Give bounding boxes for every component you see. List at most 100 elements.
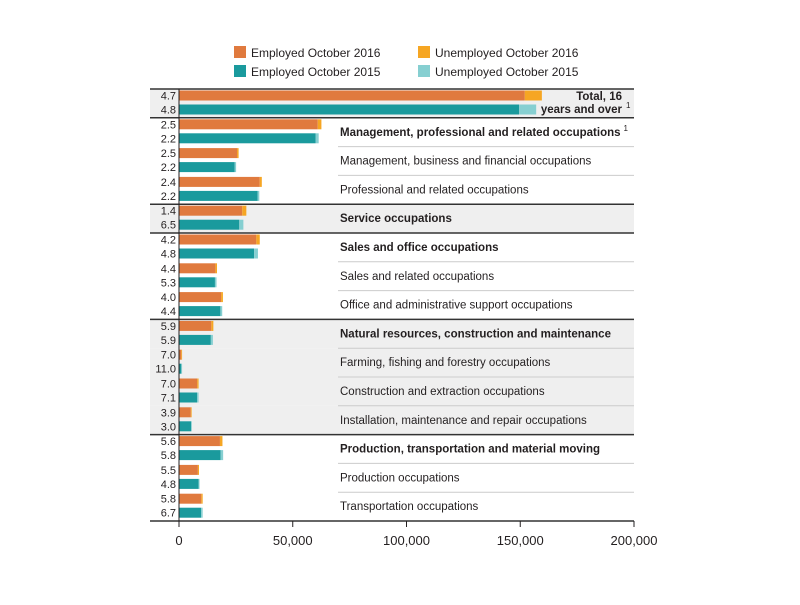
row-band xyxy=(150,319,634,349)
x-tick-label: 100,000 xyxy=(383,533,430,548)
row-band xyxy=(150,348,634,377)
rate-label-2016: 4.2 xyxy=(161,235,176,247)
rate-label-2015: 4.4 xyxy=(161,306,176,318)
bar-unemployed-2015 xyxy=(214,277,217,288)
bar-employed-2015 xyxy=(179,363,182,374)
bar-employed-2016 xyxy=(179,436,220,447)
rate-label-2016: 3.9 xyxy=(161,407,176,419)
bar-employed-2016 xyxy=(179,407,191,418)
row-band xyxy=(150,377,634,406)
rate-label-2015: 5.9 xyxy=(161,335,176,347)
bar-employed-2015 xyxy=(179,162,235,173)
legend-label-employed-2015: Employed October 2015 xyxy=(251,65,381,79)
bar-employed-2016 xyxy=(179,349,182,360)
bar-employed-2016 xyxy=(179,119,318,130)
rate-label-2015: 5.8 xyxy=(161,450,176,462)
rate-label-2015: 11.0 xyxy=(155,364,176,376)
legend-swatch-unemployed-2015 xyxy=(418,65,430,77)
legend-swatch-unemployed-2016 xyxy=(418,46,430,58)
legend-swatch-employed-2016 xyxy=(234,46,246,58)
bar-employed-2015 xyxy=(179,334,211,345)
rate-label-2015: 2.2 xyxy=(161,191,176,203)
footnote-marker: 1 xyxy=(624,124,629,133)
category-label: Management, professional and related occ… xyxy=(340,127,621,139)
category-label: Sales and related occupations xyxy=(340,271,494,283)
rate-label-2016: 1.4 xyxy=(161,206,176,218)
bar-unemployed-2016 xyxy=(201,493,203,504)
rate-label-2016: 7.0 xyxy=(161,379,176,391)
bar-unemployed-2015 xyxy=(315,133,319,144)
bar-unemployed-2015 xyxy=(254,248,258,259)
bar-employed-2015 xyxy=(179,277,215,288)
bar-unemployed-2015 xyxy=(239,219,244,230)
rate-label-2016: 7.0 xyxy=(161,350,176,362)
rate-label-2016: 4.4 xyxy=(161,263,176,275)
bar-unemployed-2016 xyxy=(259,176,262,187)
rate-label-2015: 7.1 xyxy=(161,393,176,405)
category-label: Management, business and financial occup… xyxy=(340,156,591,168)
bar-employed-2015 xyxy=(179,306,221,317)
bar-unemployed-2016 xyxy=(317,119,322,130)
category-label: Installation, maintenance and repair occ… xyxy=(340,415,587,427)
bar-unemployed-2015 xyxy=(210,334,213,345)
bar-employed-2016 xyxy=(179,493,202,504)
bar-employed-2015 xyxy=(179,392,198,403)
x-tick-label: 150,000 xyxy=(497,533,544,548)
bar-employed-2016 xyxy=(179,464,198,475)
bar-employed-2015 xyxy=(179,104,520,115)
bar-unemployed-2015 xyxy=(181,363,183,374)
bar-employed-2016 xyxy=(179,90,525,101)
category-label: Professional and related occupations xyxy=(340,184,529,196)
category-label-line: Total, 16 xyxy=(576,91,622,103)
legend-label-unemployed-2015: Unemployed October 2015 xyxy=(435,65,579,79)
category-label: Construction and extraction occupations xyxy=(340,386,545,398)
rate-label-2016: 2.4 xyxy=(161,177,176,189)
bar-unemployed-2016 xyxy=(524,90,542,101)
bar-employed-2016 xyxy=(179,378,198,389)
bar-unemployed-2016 xyxy=(197,378,199,389)
bar-unemployed-2016 xyxy=(190,407,192,418)
category-label: Production occupations xyxy=(340,472,460,484)
rate-label-2016: 4.7 xyxy=(161,91,176,103)
bar-unemployed-2016 xyxy=(221,292,223,303)
bar-unemployed-2015 xyxy=(220,306,223,317)
bar-unemployed-2015 xyxy=(220,450,224,461)
legend-label-unemployed-2016: Unemployed October 2016 xyxy=(435,46,579,60)
x-tick-label: 50,000 xyxy=(273,533,313,548)
category-label: Production, transportation and material … xyxy=(340,444,600,456)
bar-unemployed-2015 xyxy=(201,507,203,518)
bar-employed-2015 xyxy=(179,478,199,489)
category-label: Sales and office occupations xyxy=(340,242,498,254)
bar-employed-2015 xyxy=(179,450,221,461)
rate-label-2015: 2.2 xyxy=(161,162,176,174)
rate-label-2015: 4.8 xyxy=(161,249,176,261)
rate-label-2015: 4.8 xyxy=(161,479,176,491)
x-tick-label: 0 xyxy=(175,533,182,548)
bar-employed-2016 xyxy=(179,320,212,331)
bar-employed-2015 xyxy=(179,248,255,259)
bar-employed-2015 xyxy=(179,421,192,432)
bar-employed-2016 xyxy=(179,176,260,187)
bar-unemployed-2016 xyxy=(181,349,183,360)
bar-employed-2016 xyxy=(179,292,222,303)
bar-employed-2016 xyxy=(179,263,216,274)
category-label: Service occupations xyxy=(340,213,452,225)
footnote-marker: 1 xyxy=(626,101,631,110)
category-label: Natural resources, construction and main… xyxy=(340,328,611,340)
bar-employed-2015 xyxy=(179,219,240,230)
bar-unemployed-2015 xyxy=(234,162,237,173)
category-label-line: years and over xyxy=(541,104,623,116)
rate-label-2016: 5.6 xyxy=(161,436,176,448)
category-label: Farming, fishing and forestry occupation… xyxy=(340,357,551,369)
row-band xyxy=(150,405,634,435)
category-label: Office and administrative support occupa… xyxy=(340,300,573,312)
bar-unemployed-2016 xyxy=(211,320,214,331)
bar-employed-2015 xyxy=(179,190,258,201)
bar-unemployed-2015 xyxy=(198,478,200,489)
rate-label-2015: 6.7 xyxy=(161,508,176,520)
bar-unemployed-2016 xyxy=(242,205,247,216)
bar-unemployed-2015 xyxy=(519,104,537,115)
legend-swatch-employed-2015 xyxy=(234,65,246,77)
bar-unemployed-2015 xyxy=(257,190,260,201)
